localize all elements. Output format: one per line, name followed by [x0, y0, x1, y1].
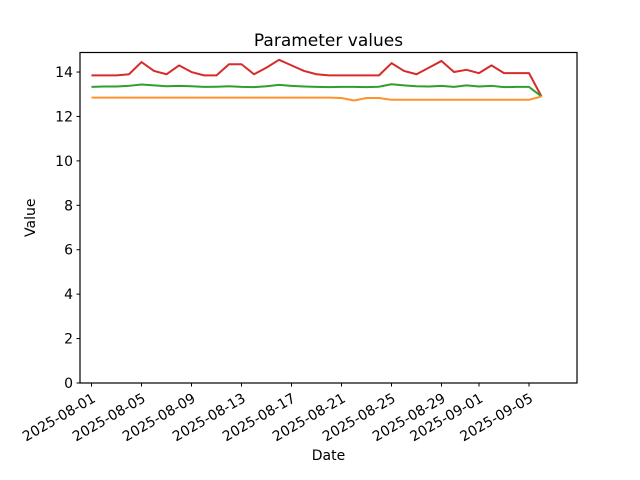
y-tick-label: 2 — [64, 332, 73, 348]
red-line — [91, 58, 543, 97]
y-tick-label: 10 — [55, 154, 73, 170]
y-tick-label: 6 — [64, 243, 73, 259]
plot-background — [80, 52, 577, 383]
y-tick-label: 14 — [55, 65, 73, 81]
plot-border — [79, 51, 578, 384]
y-tick-label: 12 — [55, 109, 73, 125]
chart-title: Parameter values — [254, 31, 403, 51]
x-axis-label: Date — [312, 448, 345, 464]
orange-line — [91, 95, 542, 102]
y-tick-label: 4 — [64, 287, 73, 303]
green-line — [91, 83, 543, 98]
y-tick-label: 8 — [64, 198, 73, 214]
y-tick-label: 0 — [64, 376, 73, 392]
y-axis-label: Value — [23, 199, 39, 237]
